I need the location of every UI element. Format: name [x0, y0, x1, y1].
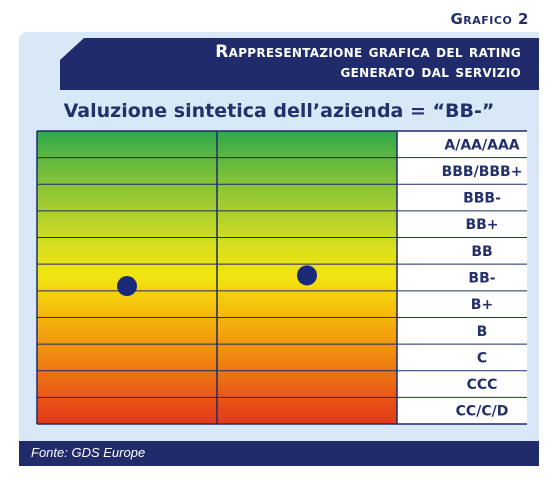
rating-point: [297, 265, 317, 286]
rating-label: BB-: [468, 271, 495, 287]
source-footer: Fonte: GDS Europe: [19, 441, 539, 466]
rating-label: CC/C/D: [456, 404, 509, 420]
rating-label: C: [477, 350, 487, 366]
rating-label: B: [477, 324, 488, 340]
rating-label: CCC: [467, 377, 498, 393]
rating-label: BBB/BBB+: [442, 164, 523, 180]
chart-title-line-1: Rappresentazione grafica del rating: [215, 42, 521, 62]
title-banner: Rappresentazione grafica del rating gene…: [60, 38, 539, 90]
chart-number-label: Grafico 2: [450, 10, 529, 28]
chart-subtitle: Valuzione sintetica dell’azienda = “BB-”: [63, 100, 495, 122]
rating-chart: A/AA/AAABBB/BBB+BBB-BB+BBBB-B+BCCCCCC/C/…: [36, 130, 527, 425]
chart-title: Rappresentazione grafica del rating gene…: [81, 42, 521, 82]
rating-label: A/AA/AAA: [444, 137, 519, 153]
rating-point: [117, 276, 137, 297]
rating-label: BBB-: [463, 191, 501, 207]
rating-label: BB+: [465, 217, 498, 233]
chart-title-line-2: generato dal servizio: [340, 62, 521, 82]
rating-label: B+: [471, 297, 493, 313]
rating-label: BB: [471, 244, 492, 260]
source-text: Fonte: GDS Europe: [31, 445, 146, 460]
rating-label-area: [397, 131, 527, 424]
